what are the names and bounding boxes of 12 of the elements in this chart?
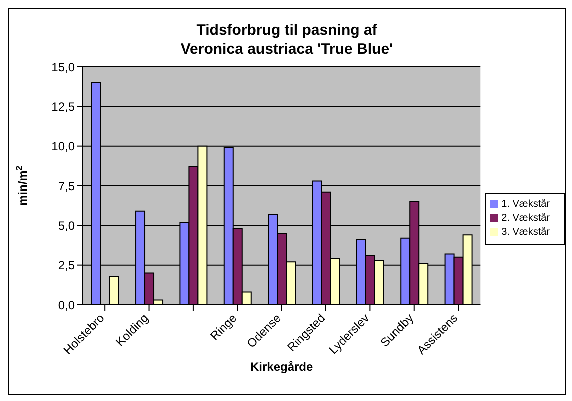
legend-label: 2. Vækstår: [502, 213, 550, 224]
y-tick-label: 7,5: [58, 179, 76, 194]
y-tick-label: 5,0: [58, 218, 76, 233]
chart-title: Tidsforbrug til pasning af Veronica austriaca 'True Blue': [180, 21, 394, 59]
y-tick-label: 2,5: [58, 258, 76, 273]
y-tick-label: 0,0: [58, 298, 76, 312]
y-tick-label: 12,5: [52, 100, 76, 114]
y-tick-label: 10,0: [52, 140, 76, 154]
legend-label: 1. Vækstår: [502, 199, 550, 210]
legend-label: 3. Vækstår: [502, 227, 550, 238]
x-axis-title: Kirkegårde: [250, 360, 314, 374]
y-tick-label: 15,0: [52, 60, 76, 74]
